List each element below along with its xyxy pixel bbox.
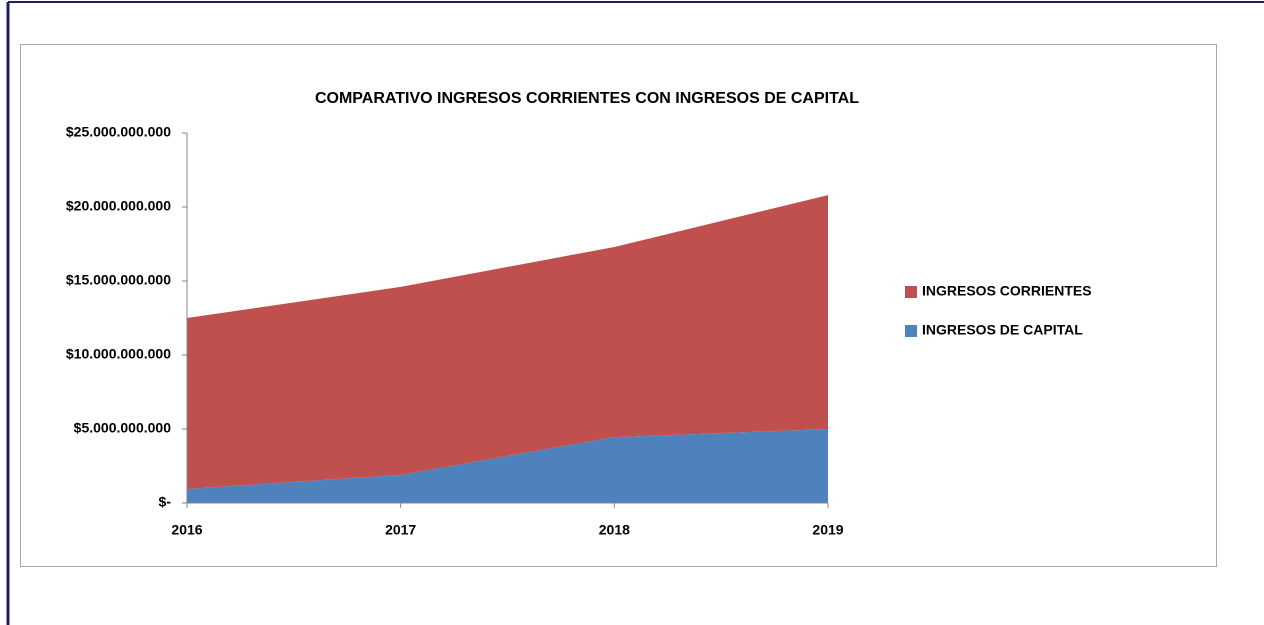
- y-tick-label: $25.000.000.000: [66, 124, 171, 140]
- y-tick-label: $5.000.000.000: [74, 420, 172, 436]
- x-tick-label: 2017: [385, 522, 416, 538]
- x-tick-label: 2016: [171, 522, 202, 538]
- y-tick-label: $10.000.000.000: [66, 346, 171, 362]
- legend-swatch: [905, 286, 917, 298]
- y-tick-label: $-: [159, 494, 172, 510]
- area: [187, 195, 828, 489]
- legend-label: INGRESOS DE CAPITAL: [922, 322, 1083, 338]
- y-tick-label: $15.000.000.000: [66, 272, 171, 288]
- y-tick-label: $20.000.000.000: [66, 198, 171, 214]
- legend-swatch: [905, 325, 917, 337]
- x-tick-label: 2019: [812, 522, 843, 538]
- x-tick-label: 2018: [599, 522, 630, 538]
- area: [187, 429, 828, 503]
- legend-label: INGRESOS CORRIENTES: [922, 283, 1092, 299]
- chart-title: COMPARATIVO INGRESOS CORRIENTES CON INGR…: [314, 90, 860, 107]
